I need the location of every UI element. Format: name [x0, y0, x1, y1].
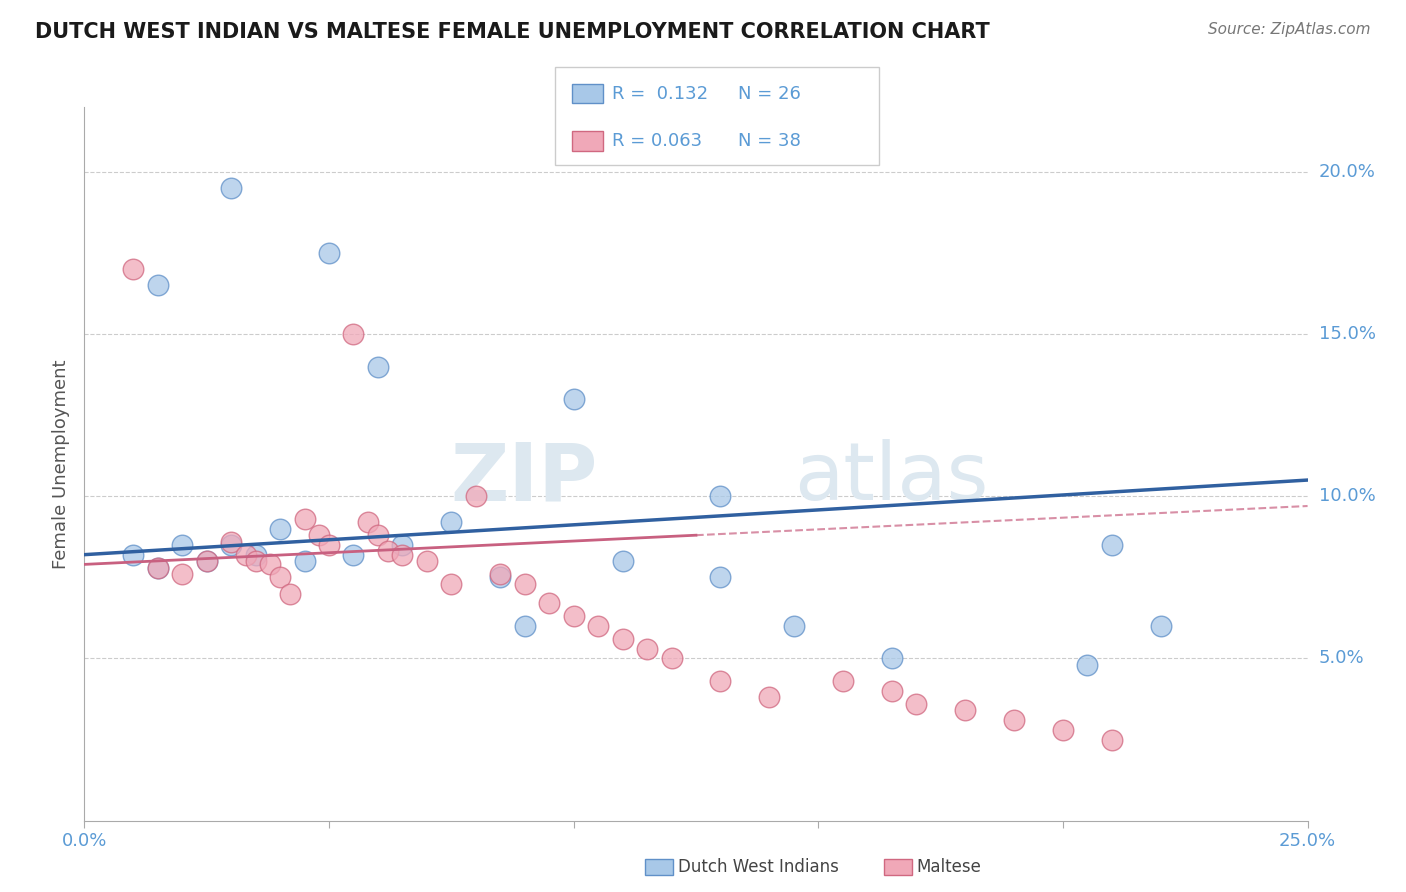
Point [342, 548, 364, 562]
Point [489, 567, 512, 582]
Text: atlas: atlas [794, 439, 988, 517]
Point [235, 548, 257, 562]
Point [146, 278, 169, 293]
Point [357, 515, 380, 529]
Point [953, 703, 976, 717]
Point [318, 538, 340, 552]
Point [245, 554, 267, 568]
Point [538, 596, 561, 610]
Y-axis label: Female Unemployment: Female Unemployment [52, 359, 70, 568]
Point [1101, 732, 1123, 747]
Point [308, 528, 330, 542]
Point [245, 548, 267, 562]
Text: 5.0%: 5.0% [1319, 649, 1364, 667]
Point [122, 548, 145, 562]
Point [513, 619, 536, 633]
Text: 10.0%: 10.0% [1319, 487, 1375, 505]
Point [709, 674, 731, 689]
Text: Source: ZipAtlas.com: Source: ZipAtlas.com [1208, 22, 1371, 37]
Point [709, 489, 731, 503]
Point [1150, 619, 1173, 633]
Point [709, 570, 731, 584]
Point [440, 577, 463, 591]
Point [562, 609, 585, 624]
Point [1002, 713, 1025, 727]
Point [122, 262, 145, 277]
Point [146, 560, 169, 574]
Point [1101, 538, 1123, 552]
Text: 20.0%: 20.0% [1319, 163, 1375, 181]
Point [416, 554, 439, 568]
Point [612, 554, 634, 568]
Text: R =  0.132: R = 0.132 [612, 85, 707, 103]
Point [464, 489, 486, 503]
Point [259, 558, 281, 572]
Point [269, 522, 291, 536]
Point [831, 674, 853, 689]
Text: N = 38: N = 38 [738, 132, 801, 150]
Text: Dutch West Indians: Dutch West Indians [678, 858, 838, 876]
Point [219, 181, 242, 195]
Point [489, 570, 512, 584]
Text: DUTCH WEST INDIAN VS MALTESE FEMALE UNEMPLOYMENT CORRELATION CHART: DUTCH WEST INDIAN VS MALTESE FEMALE UNEM… [35, 22, 990, 42]
Text: ZIP: ZIP [451, 439, 598, 517]
Point [1052, 723, 1074, 737]
Text: 15.0%: 15.0% [1319, 325, 1375, 343]
Point [367, 359, 389, 374]
Text: Maltese: Maltese [917, 858, 981, 876]
Point [219, 538, 242, 552]
Point [172, 567, 194, 582]
Point [391, 548, 413, 562]
Point [586, 619, 609, 633]
Point [513, 577, 536, 591]
Point [905, 697, 928, 711]
Point [783, 619, 806, 633]
Point [195, 554, 218, 568]
Point [294, 554, 316, 568]
Point [758, 690, 780, 705]
Point [440, 515, 463, 529]
Point [562, 392, 585, 406]
Point [367, 528, 389, 542]
Point [880, 684, 903, 698]
Text: R = 0.063: R = 0.063 [612, 132, 702, 150]
Point [269, 570, 291, 584]
Point [612, 632, 634, 646]
Point [342, 327, 364, 342]
Point [195, 554, 218, 568]
Point [661, 651, 683, 665]
Point [146, 560, 169, 574]
Point [391, 538, 413, 552]
Point [880, 651, 903, 665]
Point [294, 512, 316, 526]
Text: N = 26: N = 26 [738, 85, 801, 103]
Point [1076, 657, 1098, 672]
Point [219, 534, 242, 549]
Point [318, 246, 340, 260]
Point [172, 538, 194, 552]
Point [636, 641, 658, 656]
Point [278, 586, 301, 600]
Point [377, 544, 399, 558]
